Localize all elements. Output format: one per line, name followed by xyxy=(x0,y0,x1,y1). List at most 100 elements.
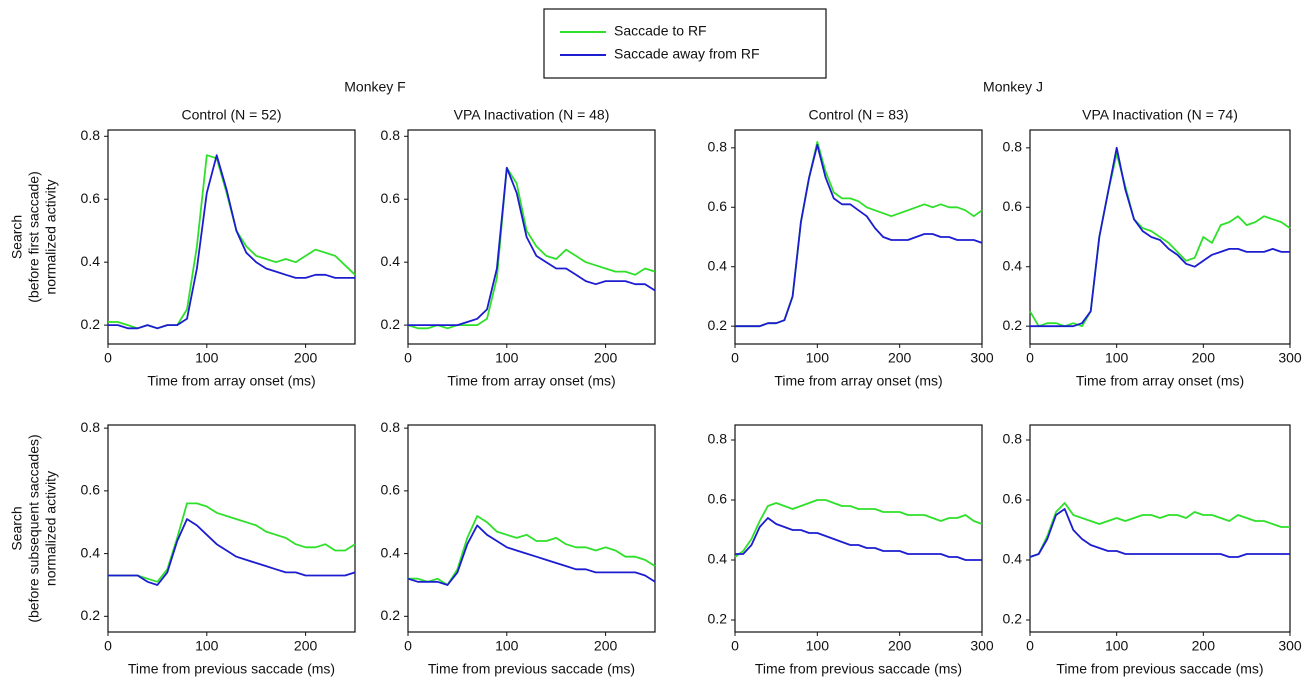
x-tick-label: 0 xyxy=(104,638,112,654)
y-tick-label: 0.4 xyxy=(381,253,401,269)
panel-title: VPA Inactivation (N = 74) xyxy=(1082,107,1238,123)
x-tick-label: 300 xyxy=(1278,638,1302,654)
panel-title: VPA Inactivation (N = 48) xyxy=(454,107,610,123)
y-tick-label: 0.4 xyxy=(381,544,401,560)
series-line xyxy=(408,166,656,326)
y-tick-label: 0.8 xyxy=(708,139,728,155)
y-tick-label: 0.2 xyxy=(381,316,401,332)
series-line xyxy=(108,154,356,330)
x-tick-label: 200 xyxy=(888,350,912,366)
x-axis-label: Time from array onset (ms) xyxy=(774,373,942,389)
x-tick-label: 100 xyxy=(495,638,519,654)
x-axis-label: Time from previous saccade (ms) xyxy=(1056,661,1263,677)
panel-title: Control (N = 52) xyxy=(182,107,282,123)
y-tick-label: 0.6 xyxy=(81,482,101,498)
series-line xyxy=(1030,146,1290,328)
series-line xyxy=(1029,152,1291,328)
y-tick-label: 0.2 xyxy=(1003,317,1023,333)
series-line xyxy=(407,524,656,586)
plot-frame xyxy=(107,424,356,633)
x-tick-label: 300 xyxy=(970,638,994,654)
y-tick-label: 0.6 xyxy=(381,482,401,498)
x-tick-label: 300 xyxy=(1278,350,1302,366)
x-tick-label: 100 xyxy=(806,350,830,366)
y-tick-label: 0.8 xyxy=(708,431,728,447)
x-tick-label: 200 xyxy=(1192,638,1216,654)
series-line xyxy=(735,517,982,561)
x-tick-label: 0 xyxy=(731,638,739,654)
y-tick-label: 0.4 xyxy=(708,257,728,273)
x-axis-label: Time from array onset (ms) xyxy=(147,373,315,389)
x-tick-label: 0 xyxy=(404,350,412,366)
series-line xyxy=(1029,508,1290,558)
plot-frame xyxy=(407,129,656,345)
y-tick-label: 0.6 xyxy=(1003,198,1023,214)
x-tick-label: 100 xyxy=(195,638,219,654)
y-tick-label: 0.4 xyxy=(81,253,101,269)
y-tick-label: 0.8 xyxy=(381,127,401,143)
x-tick-label: 200 xyxy=(888,638,912,654)
group-label: Monkey F xyxy=(344,79,405,95)
x-axis-label: Time from array onset (ms) xyxy=(1076,373,1244,389)
x-tick-label: 200 xyxy=(294,638,318,654)
y-tick-label: 0.8 xyxy=(81,127,101,143)
y-tick-label: 0.2 xyxy=(1003,611,1023,627)
y-tick-label: 0.4 xyxy=(1003,551,1023,567)
series-line xyxy=(407,166,656,330)
y-tick-label: 0.2 xyxy=(708,317,728,333)
panel-title: Control (N = 83) xyxy=(809,107,909,123)
plot-frame xyxy=(407,424,656,633)
x-tick-label: 300 xyxy=(970,350,994,366)
y-axis-label: Search xyxy=(9,506,25,550)
x-tick-label: 200 xyxy=(1192,350,1216,366)
y-tick-label: 0.2 xyxy=(81,316,101,332)
y-tick-label: 0.2 xyxy=(381,607,401,623)
y-tick-label: 0.6 xyxy=(708,491,728,507)
x-tick-label: 0 xyxy=(404,638,412,654)
series-line xyxy=(108,502,356,583)
y-axis-label: normalized activity xyxy=(43,471,59,586)
series-line xyxy=(408,515,656,586)
group-label: Monkey J xyxy=(983,79,1043,95)
y-tick-label: 0.8 xyxy=(1003,431,1023,447)
plot-frame xyxy=(1029,129,1291,345)
y-tick-label: 0.8 xyxy=(1003,139,1023,155)
y-tick-label: 0.6 xyxy=(381,190,401,206)
y-tick-label: 0.2 xyxy=(708,611,728,627)
plot-frame xyxy=(734,129,983,345)
plot-frame xyxy=(1029,424,1291,633)
x-tick-label: 100 xyxy=(1105,350,1129,366)
x-axis-label: Time from previous saccade (ms) xyxy=(128,661,335,677)
y-axis-label: Search xyxy=(9,215,25,259)
series-line xyxy=(1029,502,1290,558)
x-tick-label: 0 xyxy=(1026,638,1034,654)
x-tick-label: 200 xyxy=(294,350,318,366)
series-line xyxy=(108,154,355,330)
y-axis-label: (before subsequent saccades) xyxy=(26,434,42,622)
x-axis-label: Time from array onset (ms) xyxy=(447,373,615,389)
y-tick-label: 0.4 xyxy=(81,544,101,560)
x-tick-label: 100 xyxy=(495,350,519,366)
x-tick-label: 200 xyxy=(594,350,618,366)
x-tick-label: 100 xyxy=(1105,638,1129,654)
x-tick-label: 100 xyxy=(806,638,830,654)
y-tick-label: 0.6 xyxy=(708,198,728,214)
y-tick-label: 0.6 xyxy=(81,190,101,206)
legend-box xyxy=(543,8,827,79)
y-tick-label: 0.4 xyxy=(708,551,728,567)
y-tick-label: 0.6 xyxy=(1003,491,1023,507)
plot-frame xyxy=(734,424,983,633)
y-tick-label: 0.8 xyxy=(381,419,401,435)
series-line xyxy=(108,518,356,586)
legend-label: Saccade away from RF xyxy=(614,46,760,62)
x-tick-label: 0 xyxy=(1026,350,1034,366)
x-tick-label: 0 xyxy=(731,350,739,366)
y-tick-label: 0.8 xyxy=(81,419,101,435)
x-tick-label: 200 xyxy=(594,638,618,654)
y-tick-label: 0.4 xyxy=(1003,257,1023,273)
series-line xyxy=(735,144,983,328)
y-tick-label: 0.2 xyxy=(81,607,101,623)
legend-label: Saccade to RF xyxy=(614,23,707,39)
x-tick-label: 0 xyxy=(104,350,112,366)
